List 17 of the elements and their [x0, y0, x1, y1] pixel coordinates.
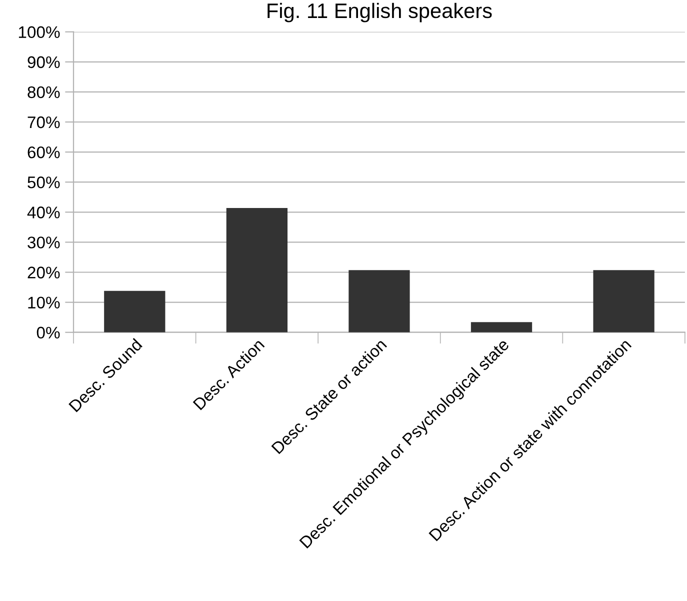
y-tick-label: 50% [28, 176, 60, 188]
y-tick-label: 100% [18, 26, 60, 38]
y-tick-label: 70% [28, 116, 60, 128]
y-tick-label: 60% [28, 146, 60, 158]
y-tick-label: 0% [36, 326, 60, 339]
bar [593, 270, 654, 332]
y-tick-label: 40% [27, 206, 60, 218]
bar [226, 208, 288, 332]
y-tick-label: 80% [28, 86, 60, 98]
y-tick-label: 20% [28, 266, 60, 278]
bar [104, 290, 166, 332]
bar [348, 270, 410, 332]
y-tick-label: 10% [28, 296, 60, 309]
y-tick-label: 90% [28, 56, 60, 68]
y-tick-label: 30% [28, 236, 60, 248]
chart-title: Fig. 11 English speakers [268, 2, 492, 22]
bar [470, 322, 532, 332]
